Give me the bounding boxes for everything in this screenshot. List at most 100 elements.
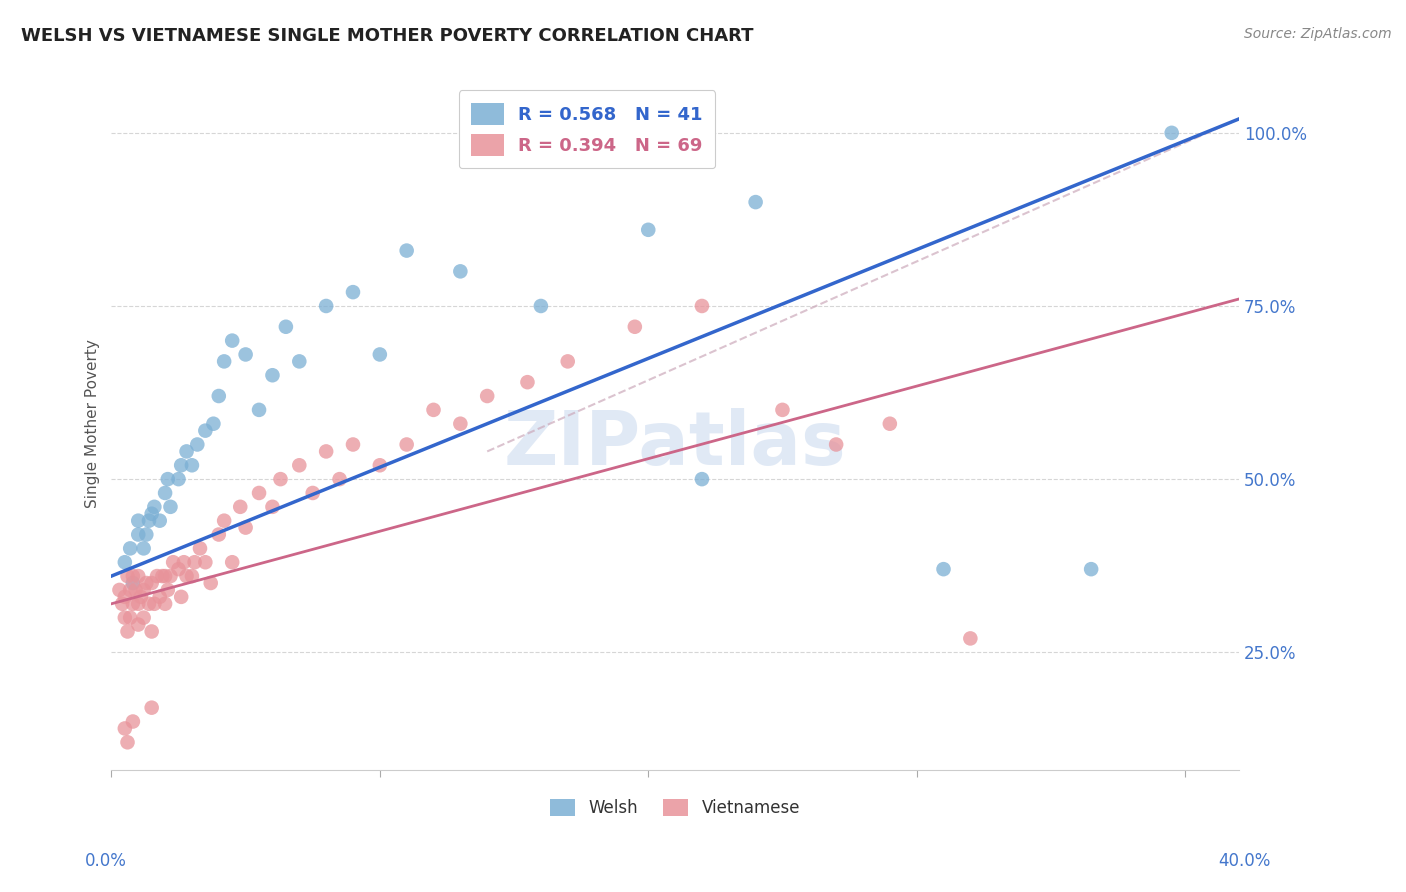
Point — [221, 334, 243, 348]
Point — [111, 597, 134, 611]
Point — [315, 299, 337, 313]
Point — [122, 597, 145, 611]
Point — [690, 472, 713, 486]
Point — [138, 514, 160, 528]
Point — [449, 417, 471, 431]
Point — [146, 569, 169, 583]
Point — [141, 700, 163, 714]
Point — [194, 555, 217, 569]
Point — [212, 354, 235, 368]
Point — [108, 582, 131, 597]
Point — [202, 417, 225, 431]
Point — [368, 347, 391, 361]
Point — [114, 610, 136, 624]
Point — [127, 527, 149, 541]
Point — [176, 444, 198, 458]
Point — [156, 472, 179, 486]
Point — [477, 389, 499, 403]
Text: 40.0%: 40.0% — [1218, 852, 1271, 870]
Point — [127, 617, 149, 632]
Point — [825, 437, 848, 451]
Point — [141, 624, 163, 639]
Point — [149, 514, 172, 528]
Point — [186, 437, 208, 451]
Point — [176, 569, 198, 583]
Point — [181, 569, 204, 583]
Point — [262, 368, 284, 383]
Point — [124, 582, 146, 597]
Point — [274, 319, 297, 334]
Point — [301, 486, 323, 500]
Text: WELSH VS VIETNAMESE SINGLE MOTHER POVERTY CORRELATION CHART: WELSH VS VIETNAMESE SINGLE MOTHER POVERT… — [21, 27, 754, 45]
Point — [288, 354, 311, 368]
Text: 0.0%: 0.0% — [84, 852, 127, 870]
Point — [690, 299, 713, 313]
Point — [221, 555, 243, 569]
Point — [449, 264, 471, 278]
Point — [122, 576, 145, 591]
Text: Source: ZipAtlas.com: Source: ZipAtlas.com — [1244, 27, 1392, 41]
Point — [117, 569, 139, 583]
Y-axis label: Single Mother Poverty: Single Mother Poverty — [86, 339, 100, 508]
Point — [744, 195, 766, 210]
Point — [262, 500, 284, 514]
Point — [208, 389, 231, 403]
Point — [235, 347, 257, 361]
Point — [516, 375, 538, 389]
Point — [127, 569, 149, 583]
Point — [135, 576, 157, 591]
Point — [183, 555, 205, 569]
Point — [159, 569, 181, 583]
Point — [127, 514, 149, 528]
Point — [117, 735, 139, 749]
Point — [173, 555, 195, 569]
Point — [162, 555, 184, 569]
Point — [557, 354, 579, 368]
Point — [368, 458, 391, 473]
Point — [212, 514, 235, 528]
Point — [127, 597, 149, 611]
Point — [153, 486, 176, 500]
Point — [247, 486, 270, 500]
Point — [114, 722, 136, 736]
Point — [129, 590, 152, 604]
Point — [143, 500, 166, 514]
Point — [288, 458, 311, 473]
Point — [153, 597, 176, 611]
Point — [315, 444, 337, 458]
Point — [422, 402, 444, 417]
Point — [395, 437, 418, 451]
Point — [194, 424, 217, 438]
Point — [342, 285, 364, 300]
Point — [143, 597, 166, 611]
Legend: Welsh, Vietnamese: Welsh, Vietnamese — [544, 792, 807, 824]
Point — [117, 624, 139, 639]
Point — [181, 458, 204, 473]
Point — [132, 582, 155, 597]
Point — [270, 472, 292, 486]
Point — [156, 582, 179, 597]
Point — [1080, 562, 1102, 576]
Point — [114, 590, 136, 604]
Point — [138, 597, 160, 611]
Point — [342, 437, 364, 451]
Point — [132, 541, 155, 556]
Point — [188, 541, 211, 556]
Point — [170, 590, 193, 604]
Point — [120, 582, 142, 597]
Point — [959, 632, 981, 646]
Point — [170, 458, 193, 473]
Point — [141, 576, 163, 591]
Point — [132, 610, 155, 624]
Point — [159, 500, 181, 514]
Point — [530, 299, 553, 313]
Point — [247, 402, 270, 417]
Point — [932, 562, 955, 576]
Point — [208, 527, 231, 541]
Point — [114, 555, 136, 569]
Point — [329, 472, 352, 486]
Point — [229, 500, 252, 514]
Point — [1160, 126, 1182, 140]
Text: ZIPatlas: ZIPatlas — [503, 408, 846, 481]
Point — [200, 576, 222, 591]
